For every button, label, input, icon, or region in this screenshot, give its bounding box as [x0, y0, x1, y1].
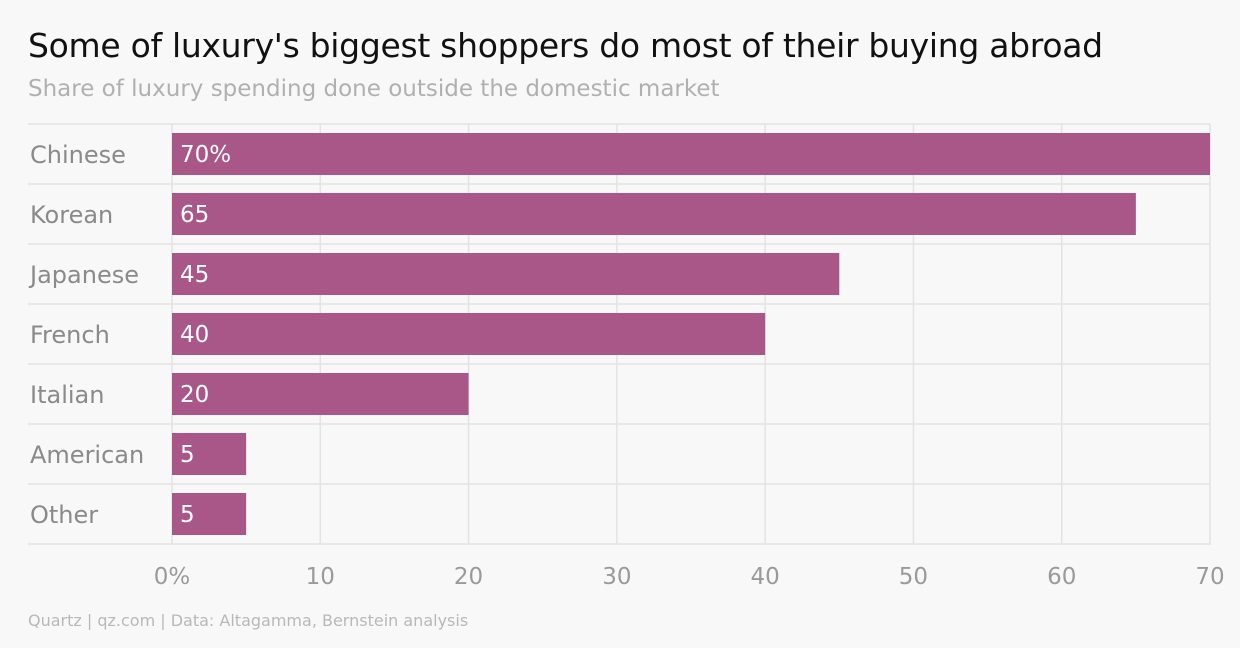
category-label: Chinese [30, 141, 126, 169]
chart-title: Some of luxury's biggest shoppers do mos… [28, 26, 1103, 65]
x-tick-label: 0% [154, 564, 191, 590]
x-tick-label: 50 [899, 564, 928, 590]
bar-french [172, 313, 766, 355]
source-note: Quartz | qz.com | Data: Altagamma, Berns… [28, 611, 469, 630]
x-tick-label: 10 [306, 564, 335, 590]
x-tick-label: 30 [602, 564, 631, 590]
category-label: French [30, 321, 110, 349]
x-tick-label: 70 [1195, 564, 1224, 590]
bar-chinese [172, 133, 1210, 175]
bar-japanese [172, 253, 840, 295]
category-label: American [30, 441, 144, 469]
category-label: Japanese [28, 261, 139, 289]
data-label: 65 [180, 202, 209, 228]
x-tick-label: 40 [751, 564, 780, 590]
category-label: Other [30, 501, 98, 529]
data-label: 40 [180, 322, 209, 348]
category-label: Italian [30, 381, 104, 409]
data-label: 45 [180, 262, 209, 288]
x-tick-label: 20 [454, 564, 483, 590]
category-label: Korean [30, 201, 113, 229]
bar-american [172, 433, 247, 475]
data-label: 70% [180, 142, 231, 168]
bar-other [172, 493, 247, 535]
data-label: 5 [180, 502, 195, 528]
chart-subtitle: Share of luxury spending done outside th… [28, 76, 720, 102]
x-tick-label: 60 [1047, 564, 1076, 590]
bar-korean [172, 193, 1136, 235]
data-label: 5 [180, 442, 195, 468]
data-label: 20 [180, 382, 209, 408]
bar-italian [172, 373, 469, 415]
